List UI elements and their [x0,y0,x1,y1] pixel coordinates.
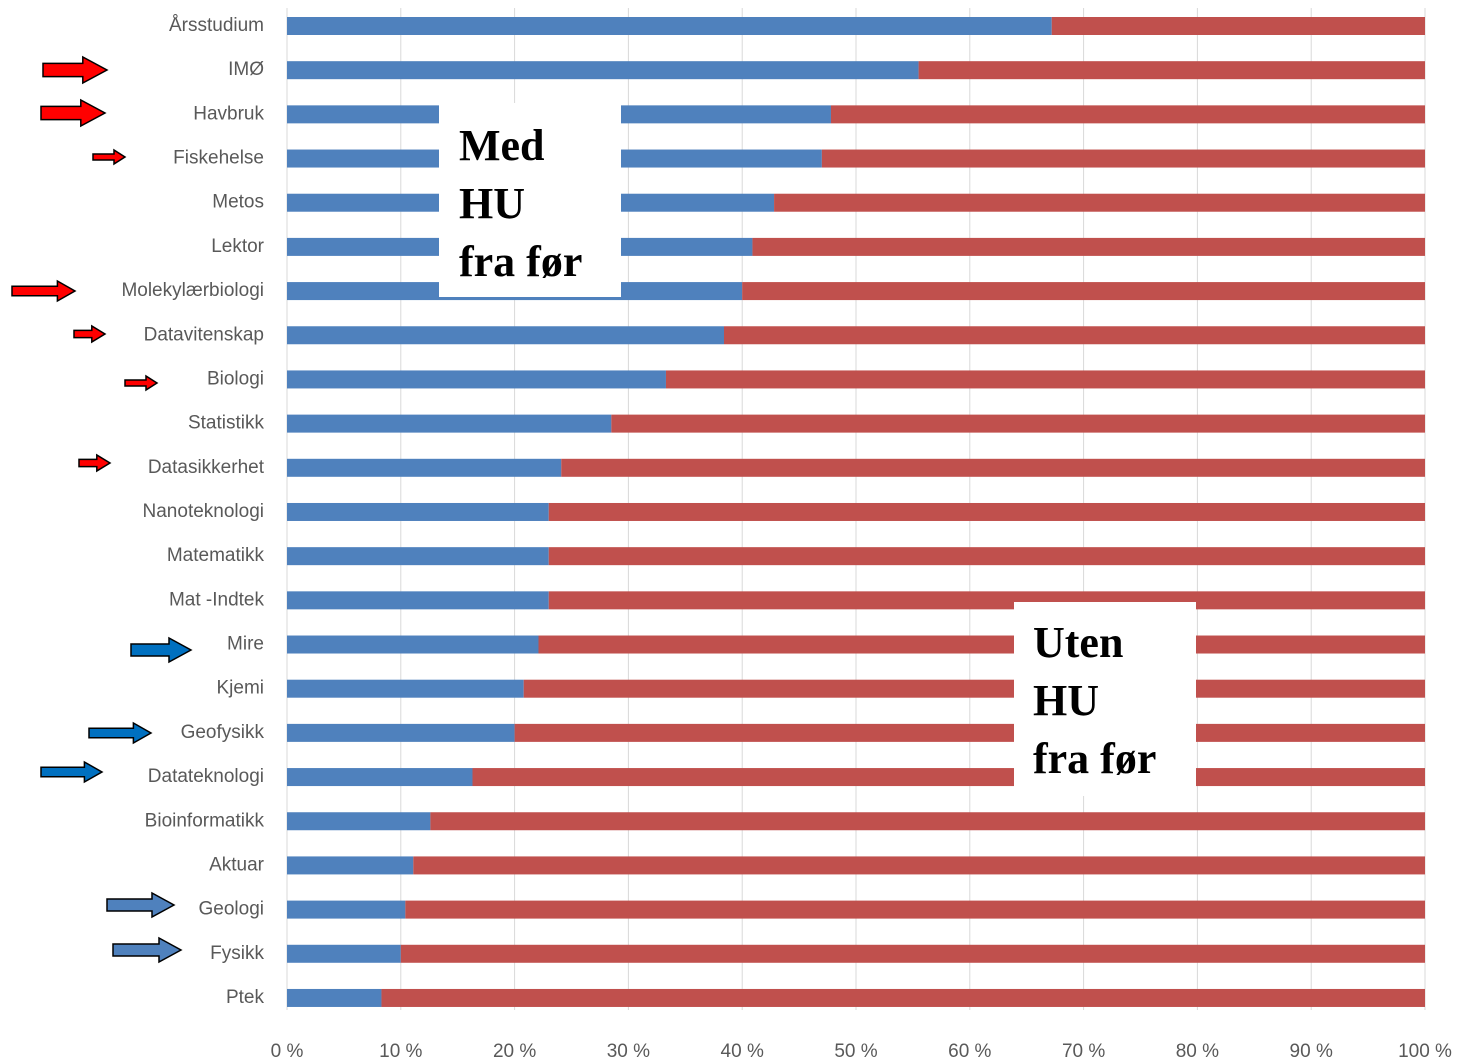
arrow [78,453,112,473]
bar [287,458,562,477]
x-tick-label: 60 % [948,1041,991,1062]
y-tick-label: Bioinformatikk [145,810,265,831]
y-tick-label: Fiskehelse [173,148,264,169]
bar [548,591,1425,610]
y-tick-label: Mat -Indtek [169,589,265,610]
bar [548,502,1425,521]
bar [830,105,1425,124]
y-tick-label: Havbruk [193,103,264,124]
y-tick-label: IMØ [228,59,264,80]
y-tick-label: Årsstudium [169,15,264,36]
bar [287,812,431,831]
y-tick-label: Geofysikk [181,722,265,743]
bar [821,149,1425,168]
arrow [40,760,104,784]
arrow [112,936,183,964]
y-tick-label: Kjemi [216,678,264,699]
bar [413,856,1425,875]
bar [287,17,1052,35]
bar [514,723,1425,742]
bar [287,723,515,742]
bar [287,370,666,389]
annotation: HU [1033,676,1099,725]
y-tick-label: Fysikk [210,943,264,964]
annotation: Med [459,121,545,170]
x-tick-label: 80 % [1176,1041,1219,1062]
x-tick-label: 30 % [607,1041,650,1062]
x-tick-label: 0 % [271,1041,304,1062]
bar [287,768,473,787]
arrow [40,98,107,128]
annotation: fra før [459,237,582,286]
arrow [73,324,107,344]
y-tick-label: Metos [212,192,264,213]
x-tick-label: 100 % [1398,1041,1452,1062]
annotation: HU [459,179,525,228]
bar [665,370,1425,389]
bar [287,856,414,875]
bar [430,812,1425,831]
y-tick-label: Datavitenskap [144,324,264,345]
y-tick-label: Biologi [207,368,264,389]
bar [611,414,1425,433]
y-tick-label: Mire [227,634,264,655]
annotation: fra før [1033,734,1156,783]
bar [287,61,919,80]
x-tick-label: 50 % [834,1041,877,1062]
arrow [106,891,176,919]
bar [472,768,1425,787]
bar [918,61,1425,80]
y-tick-label: Datateknologi [148,766,264,787]
bar [742,282,1425,301]
y-tick-label: Geologi [199,899,265,920]
annotation: Uten [1033,618,1123,667]
arrow [130,636,193,664]
annotation-box [439,103,621,297]
bar [538,635,1425,654]
bar [287,988,382,1007]
y-tick-label: Lektor [211,236,264,257]
bar [523,679,1425,698]
arrow [42,55,109,85]
bar [287,547,549,566]
bar [405,900,1425,919]
arrow [92,148,127,166]
bar [287,326,724,345]
bar [561,458,1425,477]
bar [287,502,549,521]
bar [752,237,1425,256]
annotation-box [1014,602,1196,796]
y-tick-label: Statistikk [188,413,265,434]
arrow [11,279,77,303]
bar [381,988,1426,1007]
bar [287,414,612,433]
y-tick-label: Datasikkerhet [148,457,265,478]
arrow [124,374,159,392]
x-tick-label: 70 % [1062,1041,1105,1062]
bar [287,635,539,654]
y-tick-label: Aktuar [209,854,265,875]
bar [287,900,406,919]
bar [548,547,1425,566]
bar [287,679,524,698]
arrow [88,721,153,745]
x-tick-label: 90 % [1290,1041,1333,1062]
bar [400,944,1425,963]
x-tick-label: 40 % [721,1041,764,1062]
bar [287,944,401,963]
bar [287,591,549,610]
x-tick-label: 10 % [379,1041,422,1062]
y-tick-label: Nanoteknologi [143,501,264,522]
y-tick-label: Ptek [226,987,265,1008]
bar [774,193,1425,212]
bar [723,326,1425,345]
y-tick-label: Matematikk [167,545,265,566]
y-tick-label: Molekylærbiologi [121,280,264,301]
x-tick-label: 20 % [493,1041,536,1062]
bar [1051,17,1425,35]
